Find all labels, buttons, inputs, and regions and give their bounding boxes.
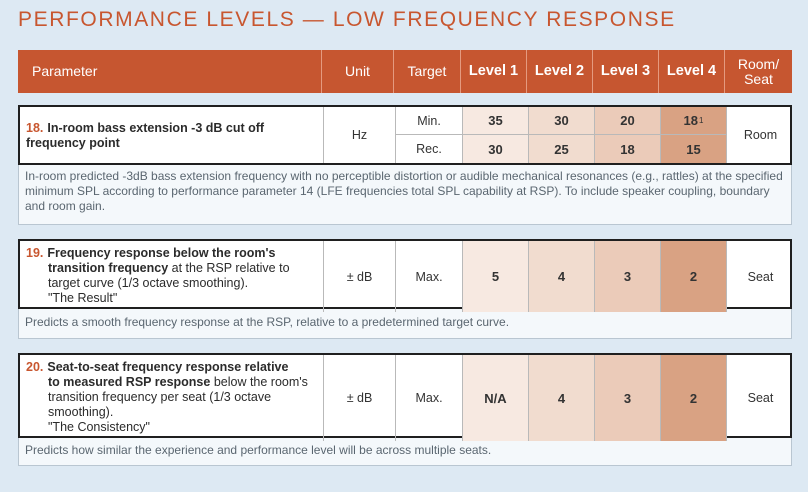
parameter-name: In-room bass extension -3 dB cut off fre… bbox=[26, 121, 265, 150]
parameter-cell: 19. Frequency response below the room's t… bbox=[20, 241, 323, 312]
level-2-min: 30 bbox=[529, 107, 594, 135]
level-3-rec: 18 bbox=[620, 141, 635, 157]
column-header-target: Target bbox=[393, 50, 460, 93]
parameter-block-18: 18. In-room bass extension -3 dB cut off … bbox=[18, 105, 792, 225]
unit-cell: ± dB bbox=[323, 355, 395, 441]
footnote-marker: 1 bbox=[699, 116, 704, 125]
level-3-min: 20 bbox=[595, 107, 660, 135]
page-title: PERFORMANCE LEVELS — LOW FREQUENCY RESPO… bbox=[18, 8, 676, 31]
level-4-cell: 18 1 15 bbox=[660, 107, 726, 163]
level-4-rec: 15 bbox=[686, 141, 701, 157]
level-1-rec: 30 bbox=[488, 141, 503, 157]
unit-cell: Hz bbox=[323, 107, 395, 163]
level-1-cell: N/A bbox=[462, 355, 528, 441]
level-3-cell: 20 18 bbox=[594, 107, 660, 163]
column-header-level-4: Level 4 bbox=[658, 50, 724, 93]
level-4-min: 18 1 bbox=[661, 107, 726, 135]
level-3-cell: 3 bbox=[594, 355, 660, 441]
parameter-name-part-1: Frequency response below the room's bbox=[47, 246, 276, 260]
parameter-description: Predicts how similar the experience and … bbox=[18, 438, 792, 466]
parameter-name-continuation: to measured RSP response below the room'… bbox=[26, 375, 315, 435]
level-2-cell: 4 bbox=[528, 355, 594, 441]
parameter-cell: 20. Seat-to-seat frequency response relat… bbox=[20, 355, 323, 441]
target-cell: Max. bbox=[395, 355, 462, 441]
target-min: Min. bbox=[396, 107, 462, 135]
parameter-description: In-room predicted -3dB bass extension fr… bbox=[18, 165, 792, 225]
unit-cell: ± dB bbox=[323, 241, 395, 312]
level-4-cell: 2 bbox=[660, 241, 726, 312]
level-4-cell: 2 bbox=[660, 355, 726, 441]
level-2-rec: 25 bbox=[554, 141, 569, 157]
parameter-number: 19. bbox=[26, 246, 44, 260]
target-rec: Rec. bbox=[416, 142, 442, 156]
parameter-number: 20. bbox=[26, 360, 44, 374]
table-row: 18. In-room bass extension -3 dB cut off … bbox=[18, 105, 792, 165]
parameter-name-part-1: Seat-to-seat frequency response relative bbox=[47, 360, 289, 374]
target-cell: Min. Rec. bbox=[395, 107, 462, 163]
parameter-cell: 18. In-room bass extension -3 dB cut off … bbox=[20, 107, 323, 163]
room-seat-cell: Seat bbox=[726, 355, 794, 441]
parameter-name-part-2: transition frequency bbox=[48, 261, 169, 275]
parameter-description: Predicts a smooth frequency response at … bbox=[18, 309, 792, 339]
target-cell: Max. bbox=[395, 241, 462, 312]
column-header-level-2: Level 2 bbox=[526, 50, 592, 93]
parameter-name-part-2: to measured RSP response bbox=[48, 375, 211, 389]
parameter-quote: "The Consistency" bbox=[48, 420, 150, 434]
level-2-cell: 4 bbox=[528, 241, 594, 312]
level-1-min: 35 bbox=[463, 107, 528, 135]
room-seat-cell: Room bbox=[726, 107, 794, 163]
column-header-unit: Unit bbox=[321, 50, 393, 93]
room-seat-cell: Seat bbox=[726, 241, 794, 312]
table-row: 19. Frequency response below the room's t… bbox=[18, 239, 794, 312]
parameter-block-20: 20. Seat-to-seat frequency response relat… bbox=[18, 353, 792, 466]
parameter-name-continuation: transition frequency at the RSP relative… bbox=[26, 261, 315, 306]
parameter-name-rest: below the room's transition frequency pe… bbox=[48, 375, 308, 419]
column-header-parameter: Parameter bbox=[32, 63, 98, 79]
parameter-number: 18. bbox=[26, 121, 44, 135]
parameter-quote: "The Result" bbox=[48, 291, 118, 305]
parameter-block-19: 19. Frequency response below the room's t… bbox=[18, 239, 792, 339]
column-header-level-3: Level 3 bbox=[592, 50, 658, 93]
column-header-level-1: Level 1 bbox=[460, 50, 526, 93]
level-3-cell: 3 bbox=[594, 241, 660, 312]
level-1-cell: 5 bbox=[462, 241, 528, 312]
table-row: 20. Seat-to-seat frequency response relat… bbox=[18, 353, 794, 441]
level-2-cell: 30 25 bbox=[528, 107, 594, 163]
column-header-room-seat: Room/ Seat bbox=[724, 50, 792, 93]
level-1-cell: 35 30 bbox=[462, 107, 528, 163]
parameter-name-rest: at the RSP relative to target curve (1/3… bbox=[48, 261, 290, 290]
table-header: Parameter Unit Target Level 1 Level 2 Le… bbox=[18, 50, 792, 93]
level-4-min-value: 18 bbox=[683, 113, 698, 128]
